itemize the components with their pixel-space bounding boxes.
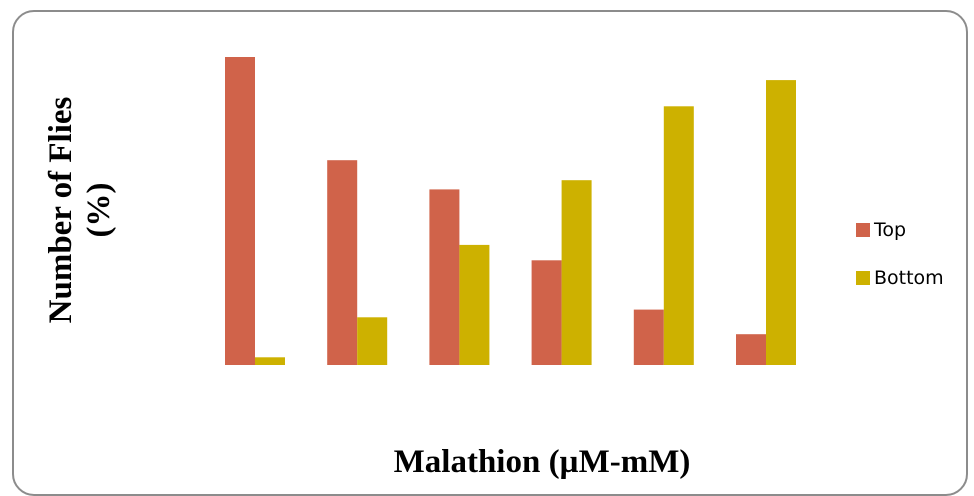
bar-bottom-2 — [357, 317, 388, 365]
chart-frame — [12, 10, 968, 496]
bar-top-5 — [633, 309, 664, 365]
bar-bottom-6 — [766, 80, 796, 365]
bar-bottom-4 — [561, 180, 592, 365]
legend-swatch-top — [856, 223, 870, 237]
legend-label-bottom: Bottom — [874, 267, 944, 289]
bar-top-1 — [225, 57, 255, 365]
legend: Top Bottom — [856, 218, 944, 314]
legend-item-top: Top — [856, 218, 944, 242]
bar-top-6 — [736, 334, 766, 365]
legend-swatch-bottom — [856, 271, 870, 285]
x-axis-label: Malathion (µM-mM) — [393, 444, 691, 480]
bar-bottom-1 — [255, 357, 285, 365]
bar-bottom-5 — [663, 106, 694, 366]
legend-item-bottom: Bottom — [856, 266, 944, 290]
legend-label-top: Top — [874, 219, 907, 241]
bar-top-2 — [327, 160, 358, 365]
bar-top-4 — [531, 260, 562, 365]
bars-group — [225, 57, 796, 366]
bar-top-3 — [429, 189, 460, 365]
bar-bottom-3 — [459, 244, 490, 365]
